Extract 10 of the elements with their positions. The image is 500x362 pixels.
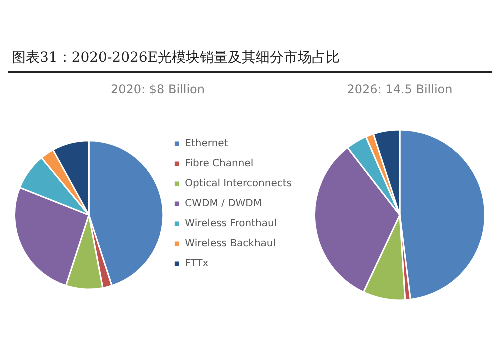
legend-label: Wireless Backhaul xyxy=(185,238,276,250)
legend-label: Optical Interconnects xyxy=(185,178,292,190)
legend-label: FTTx xyxy=(185,258,209,270)
legend-label: Ethernet xyxy=(185,138,228,150)
legend-label: Wireless Fronthaul xyxy=(185,218,278,230)
legend-label: Fibre Channel xyxy=(185,158,254,170)
chart-subtitle: 2026: 14.5 Billion xyxy=(347,82,453,96)
chart-subtitle: 2020: $8 Billion xyxy=(111,82,205,96)
legend-label: CWDM / DWDM xyxy=(185,198,262,210)
chart-title: 图表31：2020-2026E光模块销量及其细分市场占比 xyxy=(8,49,492,73)
